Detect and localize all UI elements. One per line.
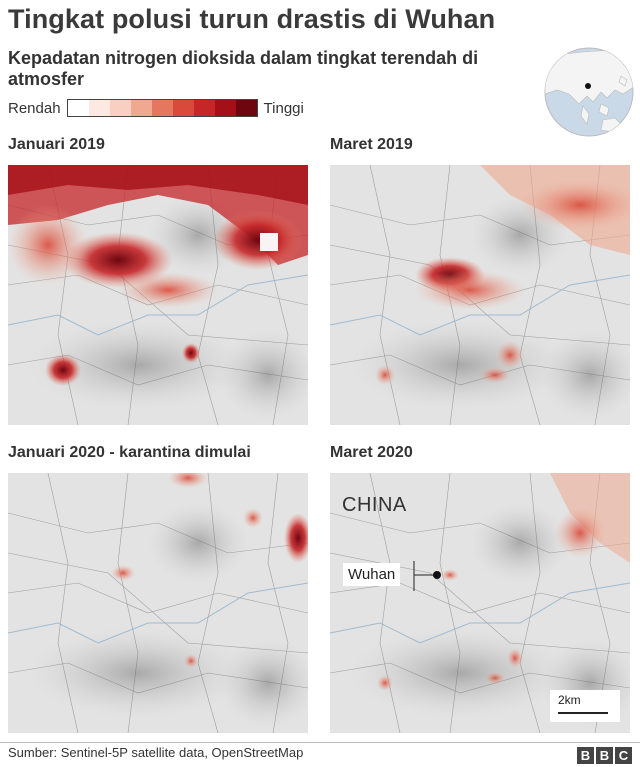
legend-swatch bbox=[130, 100, 152, 116]
legend-swatch bbox=[235, 100, 257, 116]
locator-globe bbox=[543, 46, 635, 138]
legend-low-label: Rendah bbox=[8, 99, 61, 117]
bbc-logo-letter-1: B bbox=[577, 747, 594, 764]
scale-bar: 2km bbox=[550, 690, 620, 722]
panel-title-mar-2020: Maret 2020 bbox=[330, 444, 413, 461]
bbc-logo: B B C bbox=[577, 747, 632, 764]
panel-title-mar-2019: Maret 2019 bbox=[330, 136, 413, 153]
map-panel-mar-2019 bbox=[330, 165, 630, 425]
scale-bar-line bbox=[558, 712, 608, 714]
legend-high-label: Tinggi bbox=[263, 99, 304, 117]
legend-swatch bbox=[193, 100, 215, 116]
panel-title-jan-2019: Januari 2019 bbox=[8, 136, 105, 153]
legend-swatch bbox=[67, 100, 89, 116]
footer-divider bbox=[0, 742, 640, 743]
legend-color-scale bbox=[66, 99, 258, 117]
color-legend: Rendah Tinggi bbox=[8, 97, 304, 119]
map-panel-jan-2019 bbox=[8, 165, 308, 425]
wuhan-marker-dot bbox=[433, 571, 441, 579]
panel-title-jan-2020: Januari 2020 - karantina dimulai bbox=[8, 444, 251, 461]
map-panel-jan-2020 bbox=[8, 473, 308, 733]
city-label-wuhan: Wuhan bbox=[343, 563, 401, 586]
legend-swatch bbox=[214, 100, 236, 116]
legend-swatch bbox=[172, 100, 194, 116]
bbc-logo-letter-2: B bbox=[596, 747, 613, 764]
wuhan-locator-dot bbox=[585, 83, 591, 89]
scale-bar-label: 2km bbox=[558, 693, 581, 707]
bbc-logo-letter-3: C bbox=[615, 747, 632, 764]
page-subtitle: Kepadatan nitrogen dioksida dalam tingka… bbox=[8, 48, 479, 89]
page-title: Tingkat polusi turun drastis di Wuhan bbox=[8, 4, 496, 34]
legend-swatch bbox=[109, 100, 131, 116]
legend-swatch bbox=[151, 100, 173, 116]
source-credit: Sumber: Sentinel-5P satellite data, Open… bbox=[8, 745, 304, 760]
legend-swatch bbox=[88, 100, 110, 116]
country-label-china: CHINA bbox=[342, 494, 407, 516]
